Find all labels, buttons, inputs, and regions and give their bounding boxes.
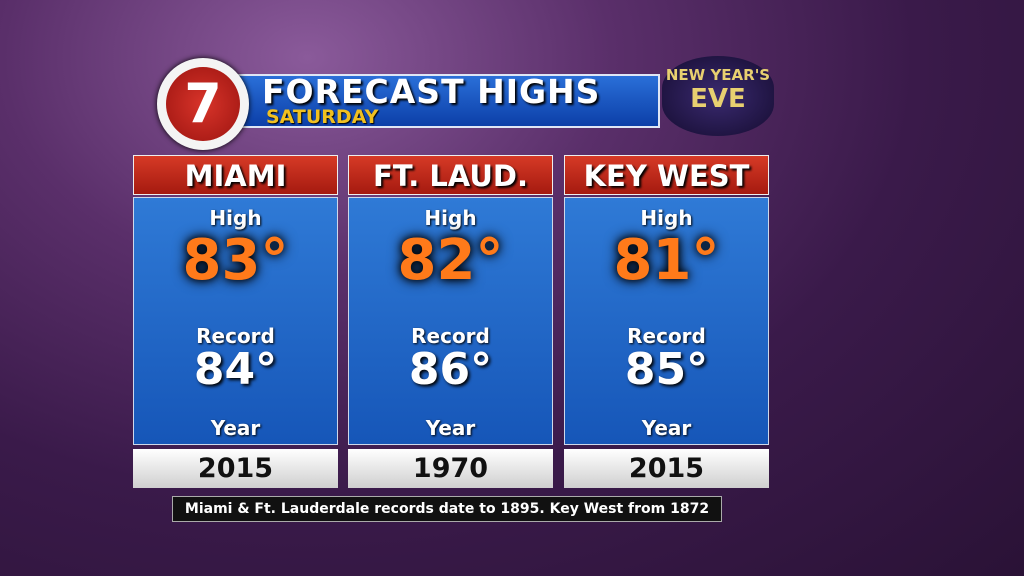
year-label: Year	[210, 416, 261, 440]
high-temp: 82°	[397, 228, 504, 293]
title: FORECAST HIGHS	[262, 72, 601, 111]
city-name: FT. LAUD.	[348, 155, 553, 195]
city-card: KEY WEST High 81° Record 85° Year 2015	[564, 155, 769, 488]
record-temp: 85°	[624, 344, 709, 395]
record-year: 2015	[133, 449, 338, 488]
high-temp: 83°	[182, 228, 289, 293]
temperature-panel: High 81° Record 85° Year	[564, 197, 769, 445]
record-year: 2015	[564, 449, 769, 488]
record-label: Record	[411, 324, 490, 348]
record-temp: 86°	[408, 344, 493, 395]
subtitle: SATURDAY	[266, 106, 379, 128]
high-temp: 81°	[613, 228, 720, 293]
year-label: Year	[641, 416, 692, 440]
city-name: MIAMI	[133, 155, 338, 195]
record-label: Record	[627, 324, 706, 348]
record-temp: 84°	[193, 344, 278, 395]
record-year: 1970	[348, 449, 553, 488]
record-label: Record	[196, 324, 275, 348]
temperature-panel: High 82° Record 86° Year	[348, 197, 553, 445]
high-label: High	[209, 206, 262, 230]
badge-line: EVE	[690, 84, 746, 114]
badge-line: NEW YEAR'S	[665, 66, 771, 84]
footnote: Miami & Ft. Lauderdale records date to 1…	[172, 496, 722, 522]
high-label: High	[424, 206, 477, 230]
logo: 7	[166, 67, 240, 141]
city-name: KEY WEST	[564, 155, 769, 195]
high-label: High	[640, 206, 693, 230]
temperature-panel: High 83° Record 84° Year	[133, 197, 338, 445]
badge: NEW YEAR'S EVE	[662, 56, 774, 136]
city-card: MIAMI High 83° Record 84° Year 2015	[133, 155, 338, 488]
year-label: Year	[425, 416, 476, 440]
title-banner	[190, 74, 660, 128]
city-card: FT. LAUD. High 82° Record 86° Year 1970	[348, 155, 553, 488]
